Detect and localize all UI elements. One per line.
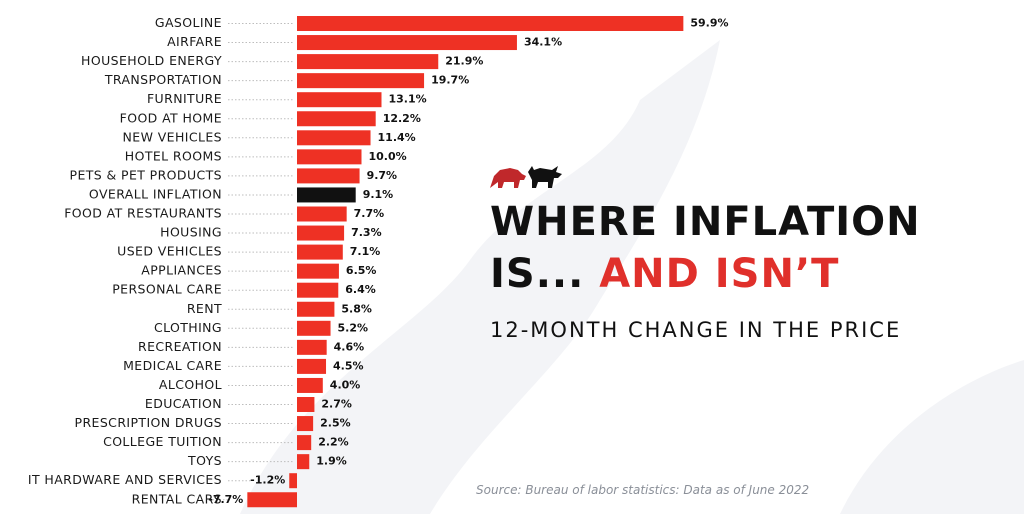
category-label: HOTEL ROOMS <box>125 148 222 163</box>
bar-new-vehicles <box>297 130 371 146</box>
value-label: 7.1% <box>350 245 381 258</box>
category-label: IT HARDWARE AND SERVICES <box>28 472 222 487</box>
title-line-1: WHERE INFLATION <box>490 199 921 245</box>
bar-gasoline <box>297 16 684 31</box>
value-label: 59.9% <box>690 17 728 30</box>
bar-pets-pet-products <box>297 168 360 184</box>
category-label: PERSONAL CARE <box>112 282 222 297</box>
value-label: -1.2% <box>250 474 285 487</box>
bar-alcohol <box>297 377 323 393</box>
bar-airfare <box>297 35 517 51</box>
value-label: 21.9% <box>445 55 483 68</box>
bar-hotel-rooms <box>297 149 362 165</box>
value-label: 6.4% <box>345 283 376 296</box>
value-label: -7.7% <box>208 493 243 506</box>
value-label: 12.2% <box>383 112 421 125</box>
category-label: ALCOHOL <box>159 377 222 392</box>
value-label: 4.5% <box>333 359 364 372</box>
category-label: MEDICAL CARE <box>123 358 222 373</box>
bear-and-bull-icon <box>490 166 562 188</box>
value-label: 2.2% <box>318 436 349 449</box>
category-label: PETS & PET PRODUCTS <box>70 167 222 182</box>
value-label: 10.0% <box>369 150 407 163</box>
value-label: 4.0% <box>330 378 361 391</box>
value-label: 9.1% <box>363 188 394 201</box>
bar-used-vehicles <box>297 244 343 260</box>
bar-recreation <box>297 339 327 355</box>
chart-subtitle: 12-MONTH CHANGE IN THE PRICE <box>490 318 902 342</box>
value-label: 11.4% <box>378 131 416 144</box>
category-label: GASOLINE <box>155 15 222 30</box>
title-line-2: IS... AND ISN’T <box>490 248 1010 300</box>
bar-furniture <box>297 92 382 108</box>
source-note: Source: Bureau of labor statistics: Data… <box>476 483 810 497</box>
category-label: FOOD AT RESTAURANTS <box>64 206 222 221</box>
value-label: 1.9% <box>316 455 347 468</box>
value-label: 2.5% <box>320 417 351 430</box>
bar-it-hardware-and-services <box>289 473 297 489</box>
value-label: 19.7% <box>431 74 469 87</box>
value-label: 5.2% <box>338 321 369 334</box>
category-label: RENT <box>187 301 222 316</box>
bar-toys <box>297 454 310 470</box>
category-label: NEW VEHICLES <box>123 129 222 144</box>
title-is: IS... <box>490 251 585 297</box>
value-label: 6.5% <box>346 264 377 277</box>
bar-clothing <box>297 320 331 336</box>
category-label: TOYS <box>187 453 222 468</box>
bar-education <box>297 397 315 412</box>
bar-food-at-home <box>297 111 376 127</box>
category-label: FOOD AT HOME <box>120 110 222 125</box>
category-label: HOUSING <box>160 225 222 240</box>
bar-food-at-restaurants <box>297 206 347 222</box>
category-label: EDUCATION <box>145 396 222 411</box>
category-label: RENTAL CARS <box>132 491 222 506</box>
chart-title: WHERE INFLATION IS... AND ISN’T <box>490 196 1010 300</box>
bar-appliances <box>297 263 339 279</box>
value-label: 5.8% <box>341 302 372 315</box>
category-label: APPLIANCES <box>141 263 222 278</box>
bar-overall-inflation <box>297 187 356 203</box>
bar-personal-care <box>297 282 339 298</box>
category-label: AIRFARE <box>167 34 222 49</box>
value-label: 4.6% <box>334 340 365 353</box>
bar-medical-care <box>297 358 327 374</box>
title-and-isnt: AND ISN’T <box>599 251 840 297</box>
bar-college-tuition <box>297 435 312 451</box>
bar-household-energy <box>297 54 439 70</box>
value-label: 13.1% <box>388 93 426 106</box>
category-label: RECREATION <box>138 339 222 354</box>
value-label: 9.7% <box>367 169 398 182</box>
category-label: TRANSPORTATION <box>104 72 222 87</box>
bar-prescription-drugs <box>297 416 314 432</box>
category-label: COLLEGE TUITION <box>103 434 222 449</box>
bar-rent <box>297 301 335 317</box>
category-label: USED VEHICLES <box>117 244 222 259</box>
value-label: 34.1% <box>524 36 562 49</box>
value-label: 7.3% <box>351 226 382 239</box>
category-label: OVERALL INFLATION <box>89 186 222 201</box>
bar-rental-cars <box>247 492 297 508</box>
bar-housing <box>297 225 345 241</box>
category-label: PRESCRIPTION DRUGS <box>75 415 222 430</box>
value-label: 7.7% <box>354 207 385 220</box>
value-label: 2.7% <box>321 398 352 411</box>
bar-transportation <box>297 73 425 89</box>
category-label: HOUSEHOLD ENERGY <box>81 53 222 68</box>
category-label: CLOTHING <box>154 320 222 335</box>
category-label: FURNITURE <box>147 91 222 106</box>
